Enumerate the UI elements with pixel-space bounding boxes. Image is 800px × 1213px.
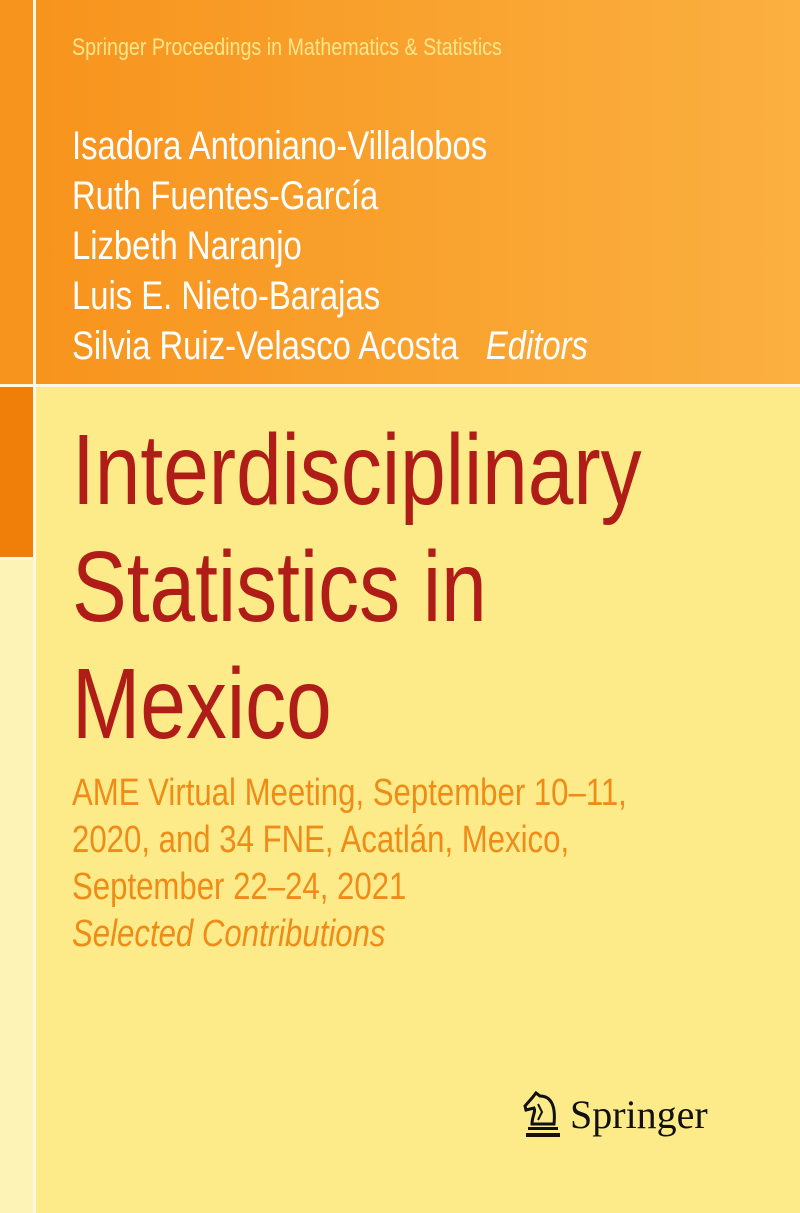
- editors-label: Editors: [485, 324, 588, 368]
- publisher-logo: Springer: [522, 1090, 708, 1138]
- chess-knight-icon: [523, 1090, 560, 1137]
- title-line: Statistics in: [72, 531, 487, 643]
- book-subtitle: AME Virtual Meeting, September 10–11, 20…: [72, 770, 627, 958]
- editor-line: Silvia Ruiz-Velasco Acosta Editors: [72, 324, 588, 369]
- subtitle-line: 2020, and 34 FNE, Acatlán, Mexico,: [72, 819, 570, 861]
- editor-name: Lizbeth Naranjo: [72, 224, 302, 268]
- title-line: Mexico: [72, 648, 332, 760]
- divider-vertical: [33, 0, 36, 1213]
- divider-horizontal: [0, 384, 800, 387]
- divider-stripe: [0, 557, 33, 560]
- left-stripe-top: [0, 0, 33, 384]
- left-stripe-accent: [0, 387, 33, 557]
- series-name: Springer Proceedings in Mathematics & St…: [72, 34, 502, 61]
- editor-name: Luis E. Nieto-Barajas: [72, 274, 381, 318]
- subtitle-line: AME Virtual Meeting, September 10–11,: [72, 772, 627, 814]
- left-stripe-bottom: [0, 560, 33, 1213]
- subtitle-line: September 22–24, 2021: [72, 866, 407, 908]
- publisher-name: Springer: [570, 1091, 708, 1137]
- subtitle-note: Selected Contributions: [72, 913, 386, 955]
- book-title: Interdisciplinary Statistics in Mexico: [72, 412, 642, 763]
- editor-name: Silvia Ruiz-Velasco Acosta: [72, 324, 459, 368]
- editor-name: Isadora Antoniano-Villalobos: [72, 124, 488, 168]
- editor-name: Ruth Fuentes-García: [72, 174, 379, 218]
- header-band: [36, 0, 800, 384]
- title-line: Interdisciplinary: [72, 414, 642, 526]
